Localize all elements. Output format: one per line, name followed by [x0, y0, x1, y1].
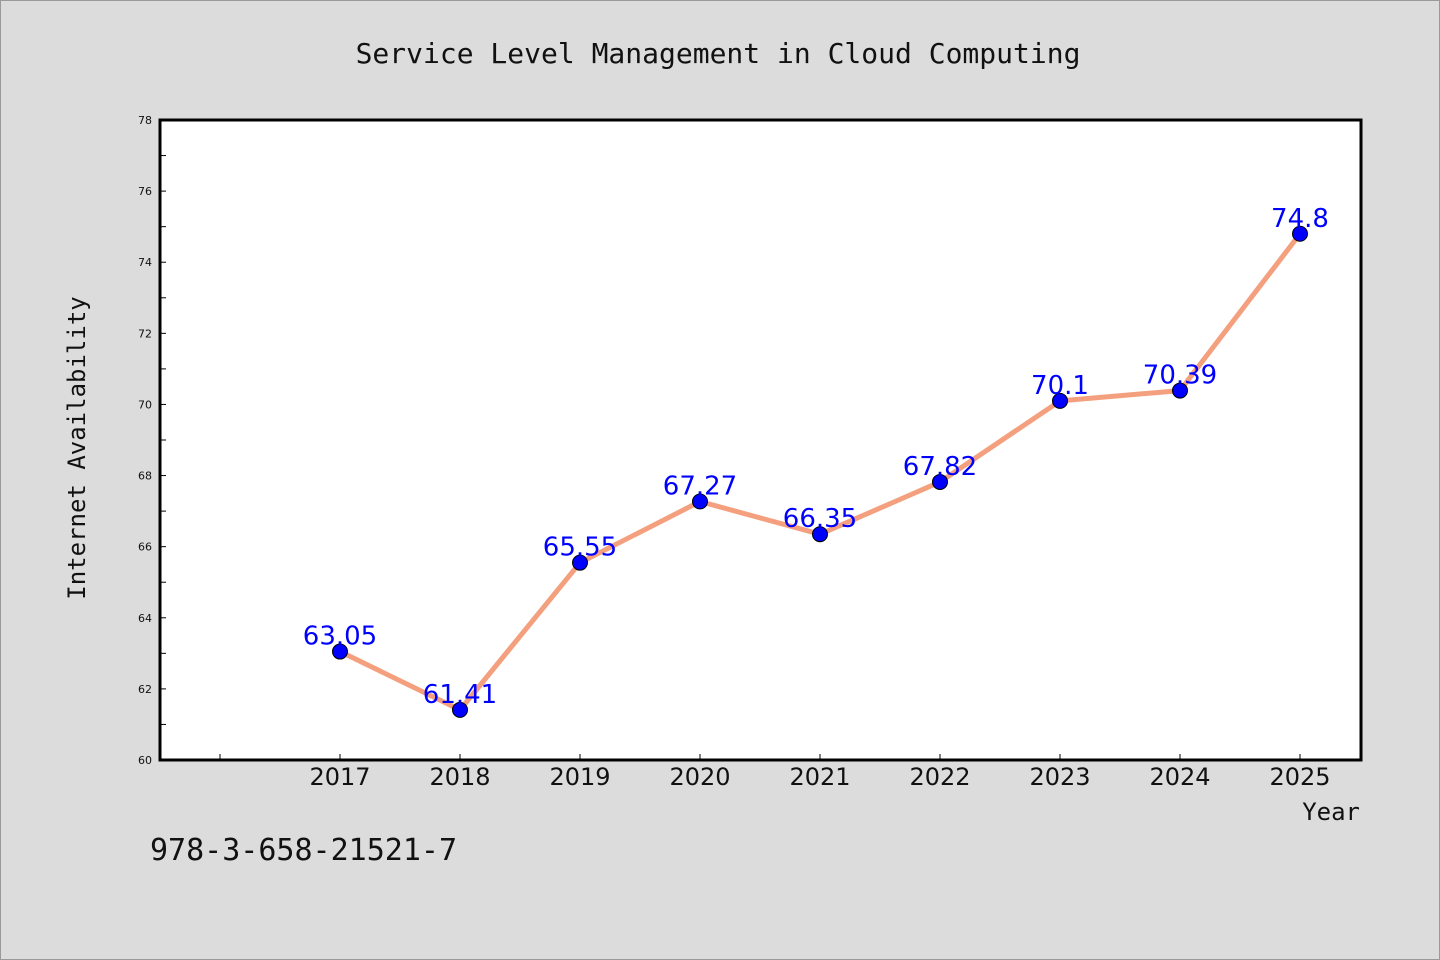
- data-point: [1172, 382, 1188, 399]
- y-tick-label: 66: [138, 541, 152, 554]
- data-label: 67.27: [663, 472, 737, 502]
- data-point: [452, 701, 468, 718]
- y-tick-label: 72: [138, 327, 152, 340]
- y-tick-label: 76: [138, 185, 152, 198]
- x-tick-label: 2024: [1149, 763, 1210, 791]
- data-labels: 63.05 61.41 65.55 67.27 66.35 67.82 70.1 70.39 7…: [303, 204, 1329, 710]
- data-label: 63.05: [303, 622, 377, 652]
- y-tick-label: 78: [138, 114, 152, 127]
- y-tick-label: 60: [138, 754, 152, 767]
- y-axis-label: Internet Availability: [63, 296, 91, 599]
- y-tick-label: 68: [138, 470, 152, 483]
- plot-area: [158, 118, 1363, 762]
- data-label: 66.35: [783, 504, 857, 534]
- x-tick-label: 2023: [1029, 763, 1090, 791]
- x-tick-label: 2020: [669, 763, 730, 791]
- y-tick-label: 74: [138, 256, 152, 269]
- data-label: 65.55: [543, 533, 617, 563]
- data-point: [932, 473, 948, 490]
- data-point: [572, 554, 588, 571]
- data-label: 61.41: [423, 680, 497, 710]
- y-tick-label: 70: [138, 398, 152, 411]
- x-tick-label: 2022: [909, 763, 970, 791]
- data-point: [692, 493, 708, 510]
- isbn-text: 978-3-658-21521-7: [150, 833, 458, 868]
- chart-title: Service Level Management in Cloud Comput…: [356, 37, 1081, 70]
- x-tick-label: 2019: [549, 763, 610, 791]
- data-point: [1052, 392, 1068, 409]
- data-point: [1292, 225, 1308, 242]
- x-axis-label: Year: [1302, 798, 1360, 826]
- x-axis-ticks: 2017 2018 2019 2020 2021 2022 2023 2024 2025: [219, 754, 1331, 791]
- y-tick-label: 64: [138, 612, 152, 625]
- y-axis-ticks: 60 62 64 66 68 70 72 74 76 78: [138, 114, 166, 767]
- data-point: [812, 526, 828, 543]
- data-label: 74.8: [1271, 204, 1329, 234]
- data-point: [332, 643, 348, 660]
- data-label: 70.1: [1031, 371, 1089, 401]
- y-tick-label: 62: [138, 683, 152, 696]
- x-tick-label: 2021: [789, 763, 850, 791]
- data-label: 67.82: [903, 452, 977, 482]
- data-label: 70.39: [1143, 361, 1217, 391]
- x-tick-label: 2018: [429, 763, 490, 791]
- data-markers: [332, 225, 1308, 718]
- x-tick-label: 2025: [1269, 763, 1330, 791]
- x-tick-label: 2017: [309, 763, 370, 791]
